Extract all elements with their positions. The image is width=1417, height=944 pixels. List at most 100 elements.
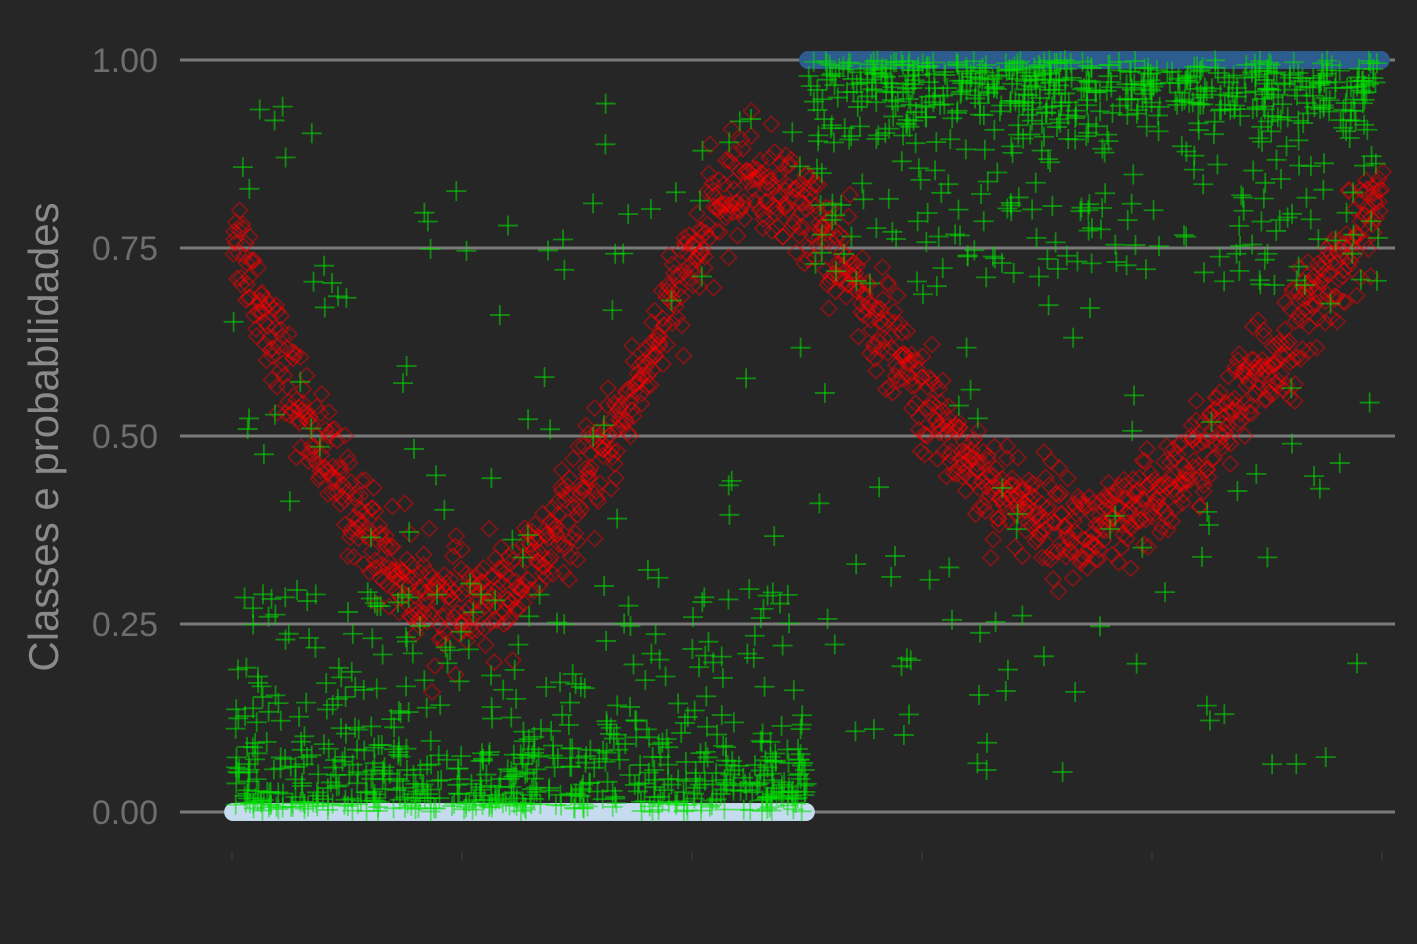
probability-point <box>653 309 672 328</box>
probability-point <box>686 249 705 268</box>
probability-point <box>1097 490 1116 509</box>
probability-point <box>655 315 674 334</box>
probability-point <box>375 535 395 554</box>
probability-point <box>350 500 370 519</box>
probability-point <box>984 466 1003 485</box>
probability-point <box>441 570 460 589</box>
probability-point <box>800 192 820 212</box>
y-tick-label: 0.00 <box>92 794 158 832</box>
probability-point <box>1174 485 1193 504</box>
probability-point <box>224 244 243 263</box>
probability-point <box>1108 514 1127 533</box>
probability-point <box>1154 474 1174 493</box>
probability-point <box>962 441 982 460</box>
probability-point <box>1235 393 1254 412</box>
probability-point <box>1075 549 1094 568</box>
probability-point <box>888 361 908 380</box>
probability-point <box>1013 481 1032 501</box>
probability-point <box>252 285 271 304</box>
probability-point <box>680 226 699 245</box>
probability-point <box>961 469 980 488</box>
probability-point <box>864 338 884 357</box>
probability-point <box>1222 401 1242 420</box>
probability-point <box>570 497 589 516</box>
probability-point <box>934 442 953 461</box>
probability-point <box>909 420 928 439</box>
probability-point <box>1045 512 1064 531</box>
probability-point <box>393 562 412 582</box>
probability-point <box>367 558 387 577</box>
probability-point <box>527 531 546 550</box>
probability-point <box>290 413 309 432</box>
probability-point <box>707 222 726 241</box>
probability-point <box>421 605 440 624</box>
probability-point <box>609 410 628 429</box>
probability-point <box>242 250 262 270</box>
probability-point <box>1094 531 1113 550</box>
probability-point <box>997 489 1016 508</box>
probability-point <box>658 275 677 295</box>
probability-point <box>866 299 885 318</box>
probability-point <box>1186 427 1205 447</box>
probability-point <box>340 528 360 547</box>
probability-point <box>1121 559 1140 578</box>
probability-point <box>446 665 465 684</box>
probability-point <box>311 404 330 423</box>
probability-point <box>1023 474 1042 493</box>
probability-point <box>998 436 1017 456</box>
probability-point <box>700 135 720 154</box>
probability-point <box>488 579 507 598</box>
probability-point <box>952 450 971 469</box>
probability-point <box>276 404 295 423</box>
probability-point <box>312 384 331 404</box>
probability-point <box>938 408 957 427</box>
probability-point <box>826 282 845 301</box>
probability-point <box>782 150 801 169</box>
probability-point <box>491 560 510 580</box>
probability-point <box>844 261 863 280</box>
probability-point <box>255 313 274 332</box>
probability-point <box>552 460 571 480</box>
probability-point <box>572 500 591 519</box>
probability-point <box>777 196 796 215</box>
probability-point <box>1090 506 1109 525</box>
probability-point <box>611 396 630 416</box>
probability-point <box>989 509 1008 528</box>
probability-point <box>457 579 476 598</box>
probability-point <box>690 277 709 297</box>
probability-point <box>920 398 939 417</box>
probability-point <box>335 426 355 445</box>
probability-point <box>1157 508 1177 527</box>
probability-point <box>966 504 985 524</box>
probability-point <box>979 485 999 504</box>
grid-lines <box>180 58 1395 814</box>
probability-point <box>869 298 888 318</box>
probability-point <box>640 351 659 370</box>
probability-point <box>680 255 699 275</box>
probability-point <box>1238 356 1257 376</box>
probability-point <box>1189 456 1208 476</box>
probability-point <box>671 265 690 285</box>
probability-point <box>1216 424 1235 443</box>
probability-point <box>581 444 600 463</box>
probability-point <box>341 523 360 542</box>
probability-point <box>1134 489 1153 508</box>
probability-point <box>978 450 997 469</box>
probability-point <box>859 293 879 313</box>
probability-point <box>622 400 642 420</box>
probability-point <box>994 477 1013 497</box>
probability-point <box>230 201 249 220</box>
probability-point <box>515 518 534 538</box>
probability-point <box>835 272 855 291</box>
probability-point <box>622 336 642 355</box>
probability-point <box>824 219 843 238</box>
probability-point <box>666 297 685 316</box>
probability-point <box>895 346 914 365</box>
probability-point <box>626 375 645 394</box>
probability-point <box>780 177 799 196</box>
probability-point <box>827 240 846 259</box>
probability-point <box>342 519 362 538</box>
probability-point <box>345 507 364 527</box>
probability-point <box>386 566 405 585</box>
probability-point <box>598 396 617 415</box>
